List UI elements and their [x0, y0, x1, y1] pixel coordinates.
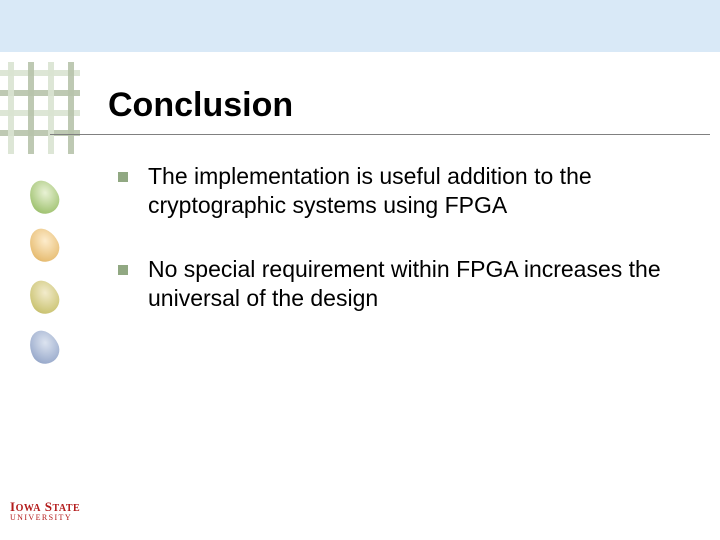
top-band [0, 0, 720, 52]
list-item: The implementation is useful addition to… [118, 162, 690, 221]
title-underline [50, 134, 710, 135]
slide: Conclusion The implementation is useful … [0, 0, 720, 540]
swoosh-icon [24, 276, 64, 319]
bullet-icon [118, 172, 128, 182]
swoosh-icon [24, 176, 64, 219]
list-item: No special requirement within FPGA incre… [118, 255, 690, 314]
swoosh-icon [24, 326, 64, 369]
bullet-text: The implementation is useful addition to… [148, 162, 690, 221]
university-logo: IOWA STATE UNIVERSITY [10, 499, 90, 522]
slide-content: The implementation is useful addition to… [118, 162, 690, 348]
bullet-text: No special requirement within FPGA incre… [148, 255, 690, 314]
slide-title: Conclusion [108, 86, 293, 125]
plaid-decoration [0, 62, 80, 154]
swoosh-icon [24, 224, 64, 267]
bullet-icon [118, 265, 128, 275]
